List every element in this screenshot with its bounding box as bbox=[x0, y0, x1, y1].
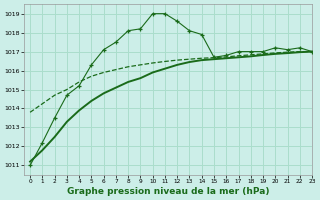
X-axis label: Graphe pression niveau de la mer (hPa): Graphe pression niveau de la mer (hPa) bbox=[67, 187, 269, 196]
